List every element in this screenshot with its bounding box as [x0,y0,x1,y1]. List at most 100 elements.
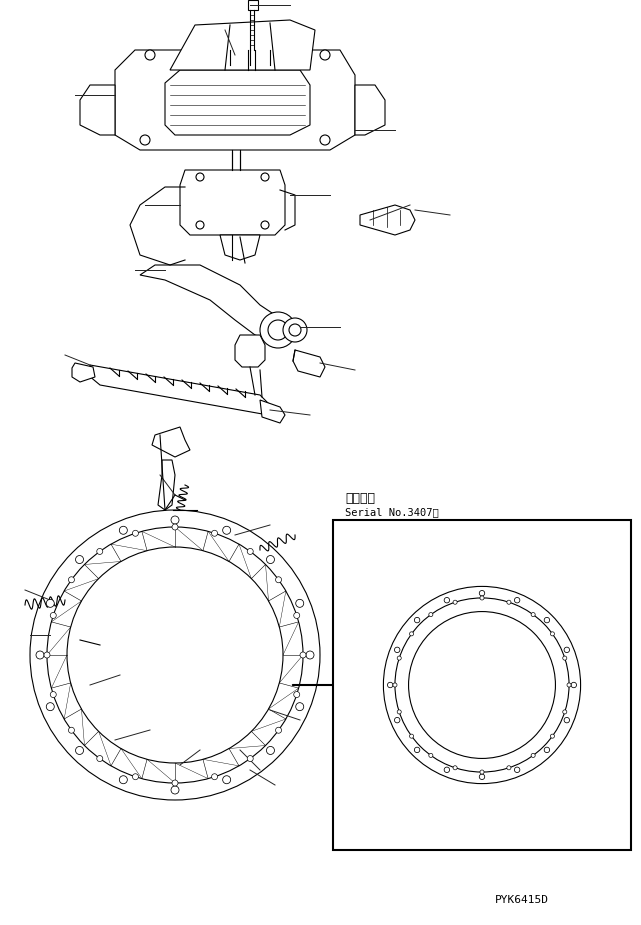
Polygon shape [72,363,95,382]
Circle shape [276,727,281,734]
Circle shape [544,617,549,623]
Circle shape [479,590,485,596]
Circle shape [320,135,330,145]
Circle shape [172,524,178,530]
Circle shape [50,612,56,619]
Polygon shape [360,205,415,235]
Polygon shape [58,635,82,645]
Polygon shape [80,85,115,135]
Text: Serial No.3407～: Serial No.3407～ [345,507,438,517]
Circle shape [429,753,433,758]
Polygon shape [140,265,285,340]
Circle shape [507,766,511,770]
Circle shape [30,510,320,800]
Circle shape [410,734,413,738]
Circle shape [300,652,306,658]
Circle shape [453,600,457,604]
Circle shape [97,756,103,761]
Circle shape [531,612,535,617]
Circle shape [171,516,179,524]
Circle shape [36,651,44,659]
Circle shape [544,747,549,753]
Circle shape [247,756,253,761]
Circle shape [480,596,484,600]
Circle shape [480,770,484,774]
Circle shape [563,709,567,714]
Circle shape [414,747,420,753]
Circle shape [515,767,520,772]
Circle shape [410,632,413,635]
Circle shape [119,776,128,783]
Circle shape [69,727,74,734]
Circle shape [261,221,269,229]
Circle shape [397,709,401,714]
Circle shape [551,632,554,635]
Circle shape [564,648,570,653]
Circle shape [260,312,296,348]
Circle shape [140,135,150,145]
Circle shape [44,652,50,658]
Circle shape [397,656,401,660]
Circle shape [296,703,304,710]
Polygon shape [170,20,315,70]
Circle shape [395,598,569,772]
Circle shape [50,692,56,697]
Circle shape [268,320,288,340]
Circle shape [306,651,314,659]
Circle shape [320,50,330,60]
Polygon shape [248,0,258,10]
Circle shape [145,50,155,60]
Circle shape [567,683,571,687]
Circle shape [97,549,103,554]
Circle shape [296,599,304,608]
Circle shape [133,773,138,780]
Circle shape [172,780,178,786]
Circle shape [222,776,231,783]
Polygon shape [293,350,325,377]
Polygon shape [152,427,190,457]
Circle shape [383,586,581,783]
Circle shape [408,611,556,758]
Circle shape [429,612,433,617]
Circle shape [133,530,138,536]
Circle shape [515,598,520,603]
Circle shape [444,767,449,772]
Circle shape [283,318,307,342]
Polygon shape [88,365,270,415]
Polygon shape [355,85,385,135]
Circle shape [393,683,397,687]
Circle shape [76,556,83,563]
Text: 適用号機: 適用号機 [345,492,375,505]
Text: PYK6415D: PYK6415D [495,895,549,905]
Circle shape [414,617,420,623]
Circle shape [387,683,393,687]
Polygon shape [220,235,260,260]
Circle shape [47,527,303,783]
Circle shape [119,526,128,535]
Polygon shape [235,335,265,367]
Circle shape [46,703,54,710]
Circle shape [46,599,54,608]
Circle shape [267,746,274,755]
Circle shape [67,547,283,763]
Circle shape [394,648,400,653]
Circle shape [222,526,231,535]
Polygon shape [260,400,285,423]
Circle shape [551,734,554,738]
Polygon shape [158,460,175,510]
Circle shape [69,577,74,583]
Circle shape [294,692,300,697]
Bar [333,520,631,850]
Circle shape [261,173,269,181]
Circle shape [563,656,567,660]
Circle shape [507,600,511,604]
Circle shape [453,766,457,770]
Circle shape [247,549,253,554]
Polygon shape [115,50,355,150]
Circle shape [394,718,400,722]
Circle shape [171,786,179,794]
Circle shape [212,773,217,780]
Circle shape [571,683,576,687]
Circle shape [294,612,300,619]
Polygon shape [165,70,310,135]
